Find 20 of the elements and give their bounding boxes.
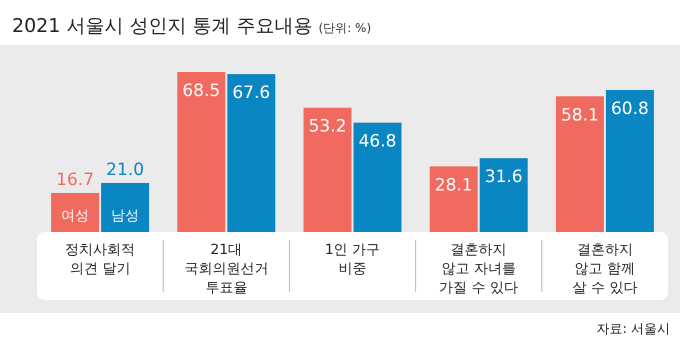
data-label: 58.1 — [560, 105, 599, 126]
title: 2021 서울시 성인지 통계 주요내용 — [12, 15, 313, 37]
data-label: 67.6 — [232, 83, 270, 104]
data-label: 28.1 — [434, 175, 473, 196]
data-label: 68.5 — [182, 81, 220, 101]
category: 1인 가구 비중 — [324, 242, 380, 277]
category: 결혼하지 않고 자녀를 가질 수 있다 — [439, 242, 518, 296]
data-label: 53.2 — [308, 116, 346, 137]
series-name: 남성 — [111, 208, 140, 224]
category: 21대 국회의원선거 투표율 — [184, 242, 268, 296]
data-label: 46.8 — [358, 132, 396, 152]
data-label: 16.7 — [56, 170, 94, 190]
annotation: 자료: 서울시 — [596, 322, 670, 337]
category: 결혼하지 않고 함께 살 수 있다 — [572, 242, 638, 296]
series-name: 여성 — [61, 208, 90, 224]
data-label: 31.6 — [484, 167, 523, 188]
category: 정치사회적 의견 달기 — [65, 242, 136, 277]
data-label: 21.0 — [106, 160, 144, 180]
data-label: 60.8 — [610, 98, 649, 119]
subtitle: (단위: %) — [318, 21, 372, 35]
